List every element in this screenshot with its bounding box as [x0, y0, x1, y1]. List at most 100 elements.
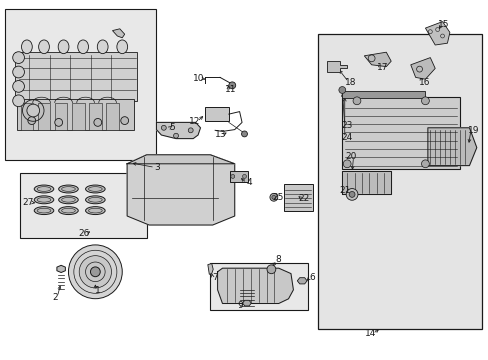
Circle shape — [421, 160, 428, 168]
Circle shape — [68, 245, 122, 299]
Bar — [283, 184, 312, 211]
Ellipse shape — [34, 207, 54, 215]
Circle shape — [338, 86, 345, 94]
Bar — [20, 173, 146, 238]
Bar — [342, 97, 459, 169]
Bar — [38, 103, 50, 130]
Bar — [5, 9, 156, 160]
Text: 16: 16 — [418, 77, 429, 86]
Polygon shape — [297, 278, 306, 284]
Circle shape — [271, 195, 275, 199]
Text: 9: 9 — [237, 301, 243, 310]
Text: 26: 26 — [78, 229, 90, 238]
Ellipse shape — [39, 40, 49, 54]
Circle shape — [269, 193, 277, 201]
Circle shape — [230, 175, 234, 178]
Circle shape — [28, 117, 36, 125]
Ellipse shape — [34, 185, 54, 193]
Circle shape — [13, 95, 24, 107]
Circle shape — [346, 189, 357, 200]
Text: 6: 6 — [308, 274, 314, 282]
Circle shape — [242, 175, 246, 178]
Circle shape — [27, 104, 40, 117]
Text: 22: 22 — [298, 194, 309, 203]
Circle shape — [13, 52, 24, 63]
Polygon shape — [364, 52, 390, 67]
Circle shape — [90, 267, 100, 277]
Bar — [106, 103, 119, 130]
Polygon shape — [217, 268, 293, 303]
Text: 15: 15 — [437, 20, 449, 29]
Bar — [205, 107, 228, 121]
Bar — [89, 103, 102, 130]
Text: 1: 1 — [95, 287, 101, 295]
Ellipse shape — [59, 207, 78, 215]
Ellipse shape — [59, 196, 78, 204]
Circle shape — [421, 97, 428, 105]
Bar — [20, 103, 33, 130]
Polygon shape — [427, 128, 476, 166]
Text: 8: 8 — [275, 256, 281, 264]
Ellipse shape — [85, 207, 105, 215]
Text: 20: 20 — [345, 152, 356, 161]
Ellipse shape — [85, 185, 105, 193]
Polygon shape — [57, 265, 65, 273]
Ellipse shape — [97, 40, 108, 54]
Bar — [72, 103, 84, 130]
Text: 19: 19 — [467, 126, 478, 135]
Circle shape — [188, 128, 193, 133]
Polygon shape — [410, 58, 434, 79]
Circle shape — [266, 265, 275, 274]
Bar — [15, 52, 137, 101]
Text: 27: 27 — [22, 198, 34, 207]
Text: 3: 3 — [154, 163, 160, 172]
Ellipse shape — [21, 40, 32, 54]
Ellipse shape — [85, 196, 105, 204]
Polygon shape — [242, 300, 251, 306]
Circle shape — [173, 133, 178, 138]
Text: 18: 18 — [345, 77, 356, 86]
Circle shape — [161, 125, 166, 130]
Polygon shape — [127, 155, 234, 225]
Bar — [55, 103, 67, 130]
Text: 4: 4 — [246, 178, 252, 187]
Circle shape — [343, 160, 350, 168]
Polygon shape — [425, 22, 449, 45]
Ellipse shape — [78, 40, 88, 54]
Circle shape — [121, 117, 128, 125]
Text: 17: 17 — [376, 63, 388, 72]
Bar — [317, 34, 481, 329]
Polygon shape — [342, 171, 390, 194]
Text: 2: 2 — [52, 292, 58, 302]
Bar — [210, 263, 307, 310]
Circle shape — [79, 256, 111, 288]
Circle shape — [348, 192, 354, 197]
Polygon shape — [156, 122, 200, 139]
Polygon shape — [207, 264, 213, 274]
Circle shape — [55, 118, 62, 126]
Text: 25: 25 — [271, 193, 283, 202]
Text: 13: 13 — [215, 130, 226, 139]
Polygon shape — [127, 155, 234, 164]
Bar — [229, 171, 248, 182]
Circle shape — [94, 118, 102, 126]
Polygon shape — [326, 61, 346, 72]
Ellipse shape — [58, 40, 69, 54]
Text: 14: 14 — [364, 329, 375, 338]
Circle shape — [241, 131, 247, 137]
Ellipse shape — [34, 196, 54, 204]
Text: 24: 24 — [341, 133, 352, 142]
Text: 11: 11 — [224, 85, 236, 94]
Bar — [17, 99, 134, 130]
Circle shape — [13, 66, 24, 78]
Text: 12: 12 — [188, 117, 200, 126]
Text: 10: 10 — [193, 74, 204, 83]
Circle shape — [228, 82, 235, 89]
Ellipse shape — [117, 40, 127, 54]
Bar — [342, 91, 425, 98]
Polygon shape — [112, 29, 124, 38]
Text: 7: 7 — [212, 274, 218, 282]
Text: 23: 23 — [341, 121, 352, 130]
Ellipse shape — [59, 185, 78, 193]
Text: 5: 5 — [169, 123, 175, 132]
